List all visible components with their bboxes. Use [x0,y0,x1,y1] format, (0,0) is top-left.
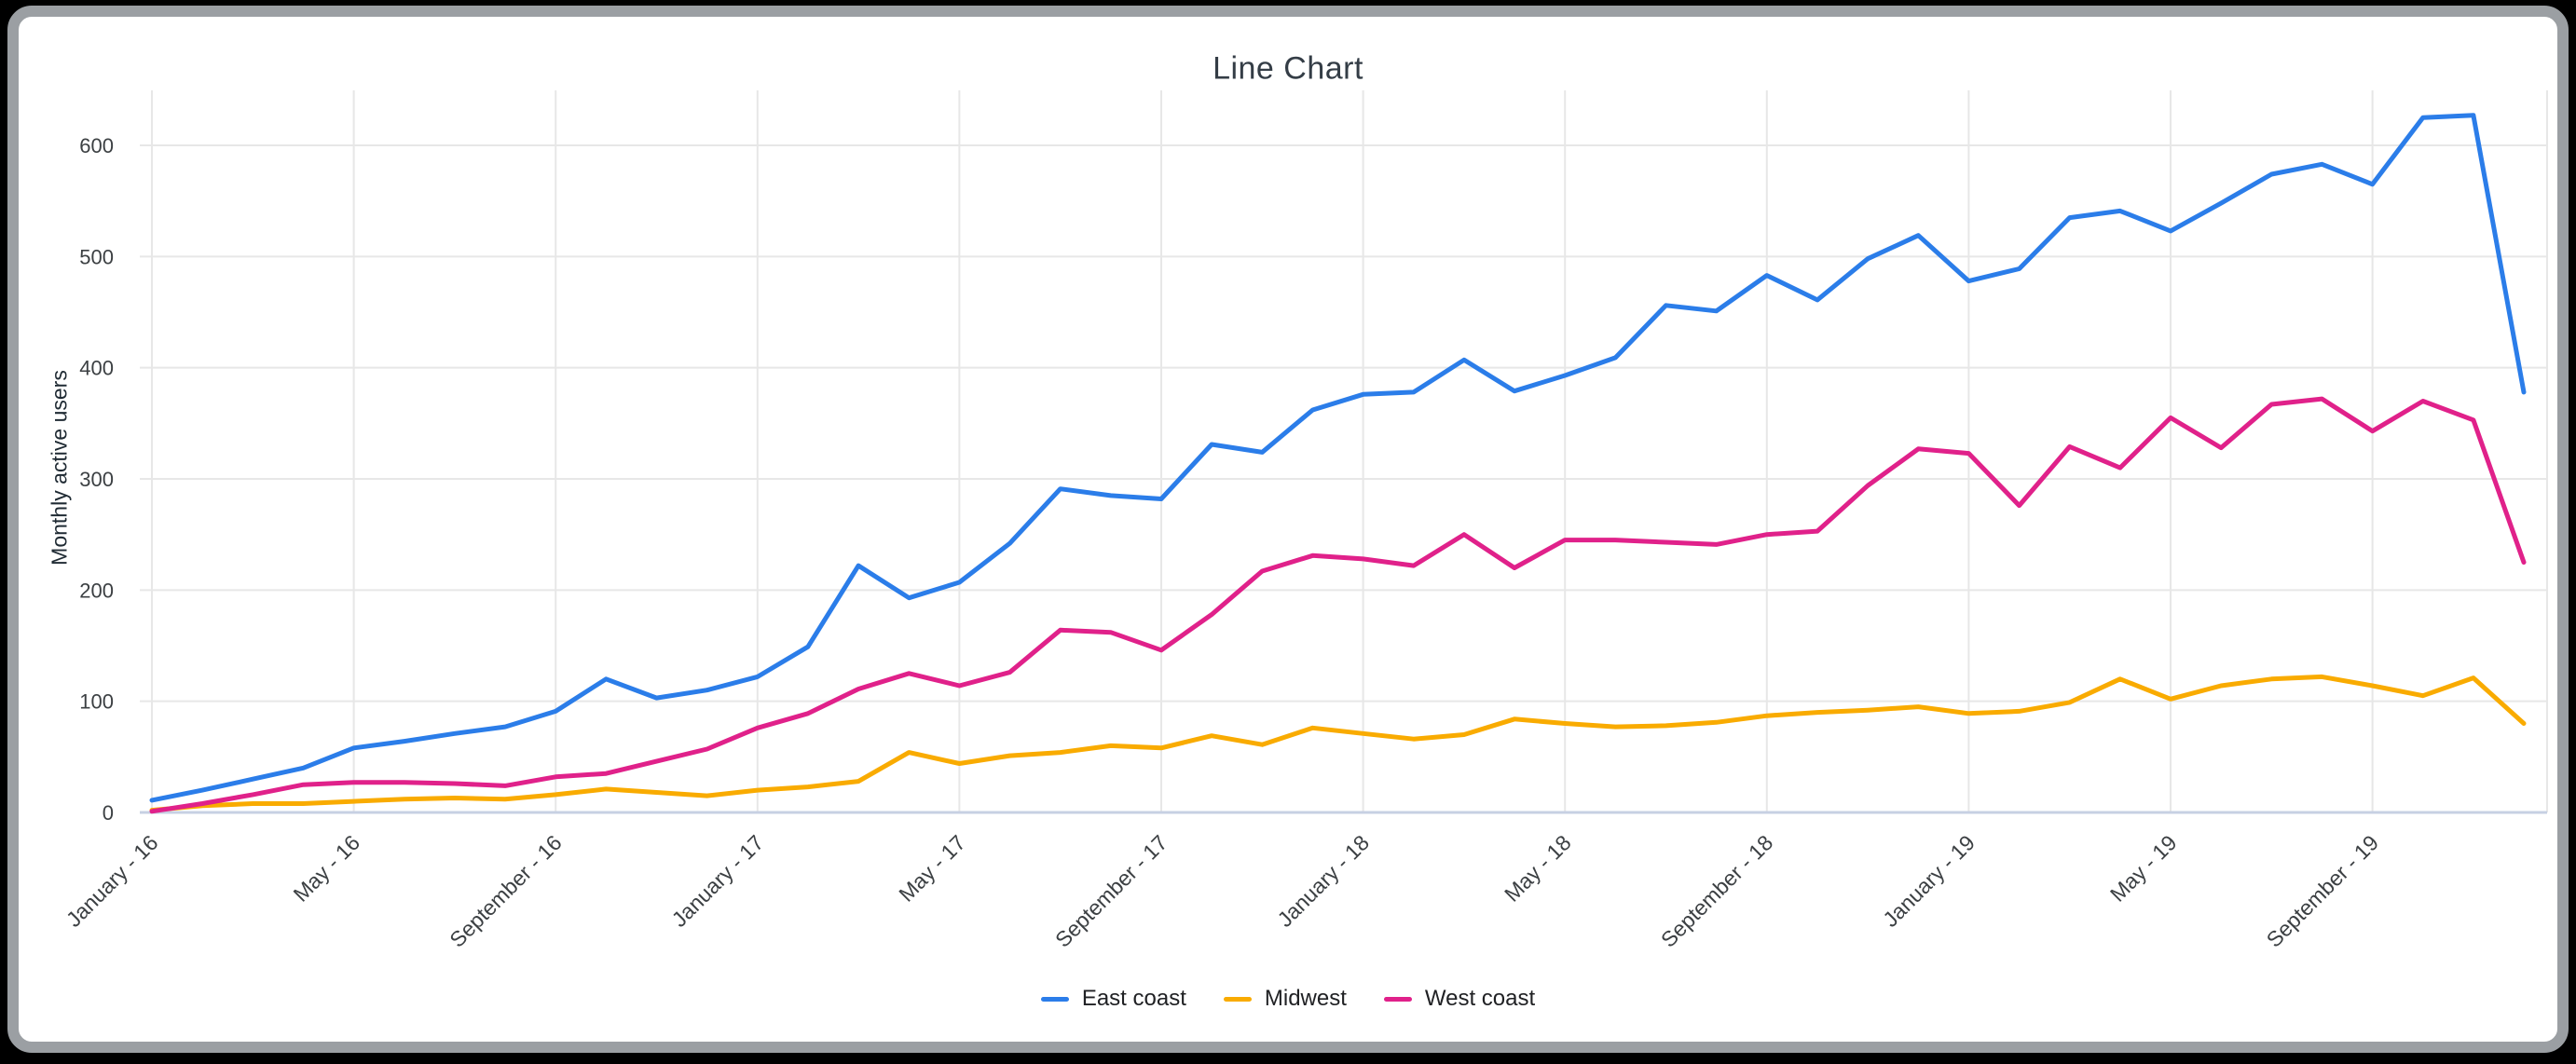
y-tick-label: 0 [103,801,114,825]
y-tick-label: 600 [79,134,114,157]
x-tick-label: September - 16 [445,830,566,951]
x-tick-label: January - 19 [1878,830,1980,932]
legend-item-midwest: Midwest [1223,986,1347,1012]
chart-card: Line Chart Monthly active users [7,6,2569,1053]
legend-label: East coast [1081,986,1186,1011]
y-tick-label: 200 [79,579,114,602]
x-tick-label: May - 18 [1500,830,1576,907]
x-tick-label: May - 17 [894,830,970,907]
legend-swatch [1040,996,1069,1002]
x-tick-label: September - 18 [1656,830,1777,951]
y-tick-label: 100 [79,690,114,714]
legend-swatch [1383,996,1412,1002]
legend-swatch [1223,996,1252,1002]
legend-item-east-coast: East coast [1040,986,1186,1012]
x-tick-label: September - 17 [1050,830,1172,951]
x-tick-label: January - 18 [1272,830,1374,932]
x-tick-label: January - 16 [62,830,163,932]
legend: East coast Midwest West coast [0,975,2576,1023]
x-tick-label: September - 19 [2262,830,2383,951]
legend-label: West coast [1424,986,1536,1011]
y-tick-label: 500 [79,245,114,268]
y-tick-label: 400 [79,357,114,380]
x-tick-label: January - 17 [667,830,769,932]
series-line-midwest [149,674,2527,813]
x-tick-label: May - 16 [288,830,364,907]
legend-item-west-coast: West coast [1383,986,1536,1012]
series-line-east-coast [149,113,2527,803]
y-tick-label: 300 [79,468,114,491]
chart-title: Line Chart [1213,50,1363,87]
series-line-west-coast [149,396,2527,814]
legend-label: Midwest [1264,986,1347,1011]
x-tick-label: May - 19 [2105,830,2182,907]
